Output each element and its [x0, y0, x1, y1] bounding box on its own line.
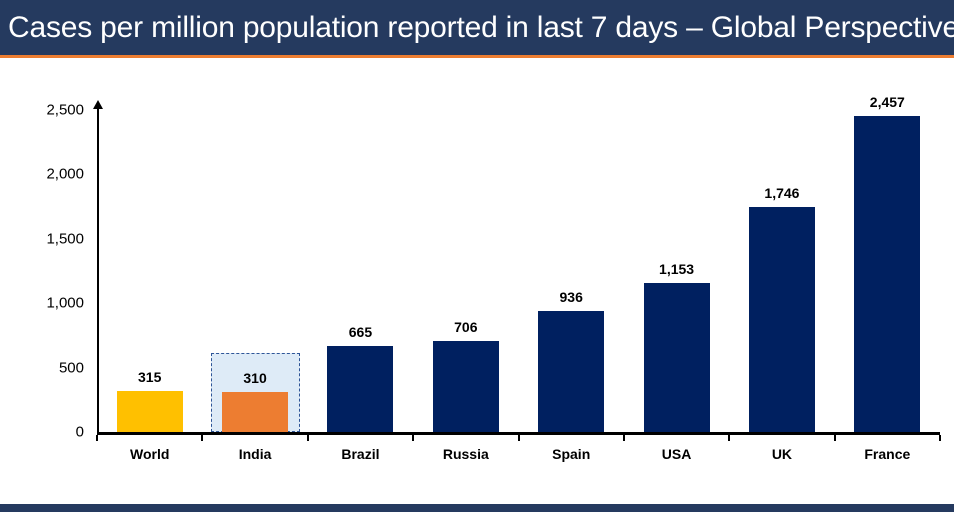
title-bar: Cases per million population reported in… — [0, 0, 954, 58]
bar-usa — [643, 283, 710, 432]
x-axis-tick — [412, 435, 415, 441]
bar-value-france: 2,457 — [869, 93, 905, 110]
category-label-brazil: Brazil — [341, 446, 380, 462]
y-axis — [97, 108, 99, 432]
y-tick-label: 2,000 — [46, 165, 84, 183]
y-tick-label: 1,000 — [46, 294, 84, 312]
bar-spain — [538, 311, 605, 432]
category-label-uk: UK — [771, 446, 793, 462]
y-tick-label: 2,500 — [46, 101, 84, 119]
footer-strip — [0, 504, 954, 512]
x-axis-tick — [622, 435, 625, 441]
x-axis-tick — [728, 435, 731, 441]
bar-india — [222, 392, 289, 432]
bar-value-uk: 1,746 — [764, 185, 800, 202]
category-label-russia: Russia — [442, 446, 489, 462]
x-axis-tick — [201, 435, 204, 441]
bar-value-spain: 936 — [559, 289, 583, 306]
y-tick-label: 500 — [58, 359, 84, 377]
bar-value-india: 310 — [243, 370, 267, 387]
y-tick-label: 1,500 — [46, 230, 84, 248]
bar-world — [116, 391, 183, 432]
bar-value-usa: 1,153 — [659, 261, 695, 278]
category-label-france: France — [864, 446, 911, 462]
x-axis-tick — [306, 435, 309, 441]
category-label-india: India — [238, 446, 272, 462]
category-label-world: World — [129, 446, 170, 462]
category-label-spain: Spain — [552, 446, 591, 462]
bar-france — [854, 115, 921, 432]
bar-value-russia: 706 — [454, 319, 478, 336]
x-axis-tick — [833, 435, 836, 441]
page-title: Cases per million population reported in… — [8, 10, 954, 44]
y-axis-arrowhead — [93, 100, 103, 109]
category-label-usa: USA — [661, 446, 692, 462]
x-axis-tick — [517, 435, 520, 441]
bar-brazil — [327, 346, 394, 432]
y-tick-label: 0 — [75, 423, 84, 441]
x-axis — [97, 432, 940, 435]
bar-uk — [748, 207, 815, 432]
x-axis-tick — [96, 435, 98, 441]
bar-russia — [432, 341, 499, 432]
bar-value-brazil: 665 — [348, 324, 373, 341]
bar-chart: 0 500 1,000 1,500 2,000 2,500 315 World 310 India… — [0, 60, 954, 504]
bar-value-world: 315 — [138, 369, 162, 386]
x-axis-tick — [939, 435, 941, 441]
